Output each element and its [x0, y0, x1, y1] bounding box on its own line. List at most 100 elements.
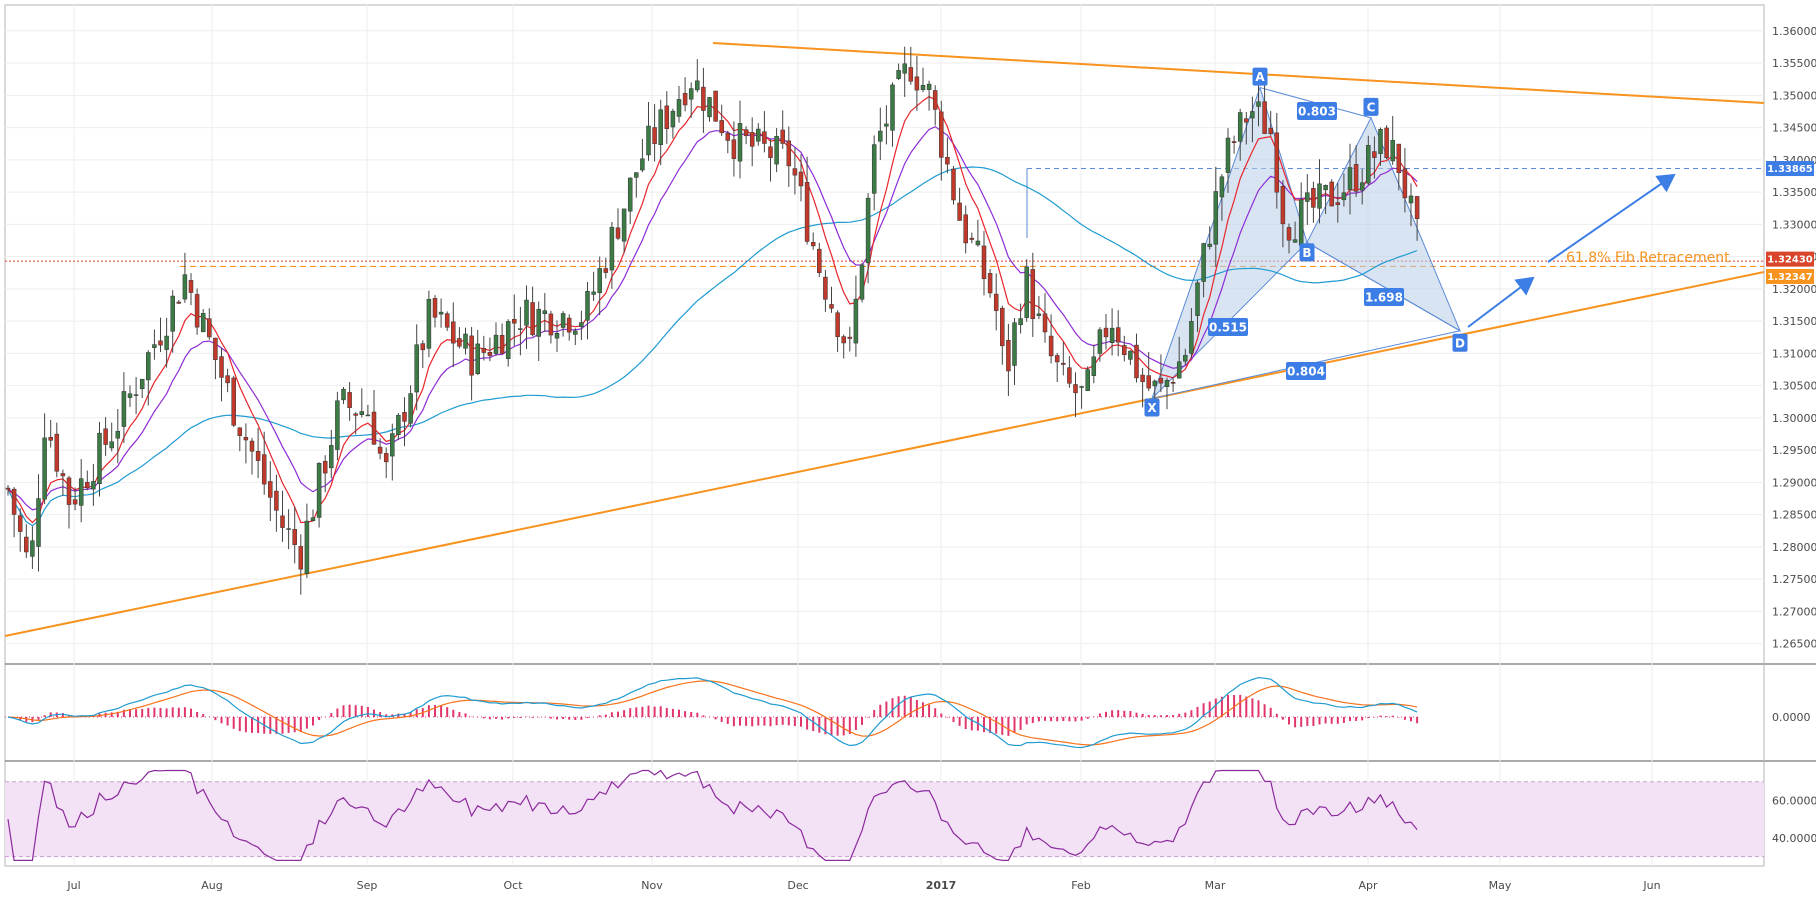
candle-body [713, 90, 718, 122]
candle-body [481, 348, 487, 353]
candle-body [292, 529, 297, 545]
candle-body [1347, 167, 1353, 190]
candle-body [426, 298, 432, 349]
candle-body [566, 317, 572, 333]
candle-body [701, 86, 706, 111]
candle-body [1335, 202, 1341, 205]
candle-body [1408, 195, 1414, 204]
candle-body [1000, 307, 1005, 347]
ratio-xd-bg [1286, 362, 1326, 380]
candle-body [780, 129, 785, 144]
candle-body [1237, 112, 1243, 142]
candle-body [42, 437, 47, 500]
candle-body [146, 352, 151, 381]
candle-body [1012, 322, 1017, 366]
candle-body [1396, 143, 1402, 174]
candle-body [54, 433, 60, 472]
candle-body [1366, 144, 1371, 184]
moving-average-fast [7, 95, 1418, 524]
x-tick-label: May [1489, 879, 1512, 892]
candle-body [176, 301, 182, 304]
y-tick-label: 1.36000 [1772, 25, 1816, 38]
candle-body [5, 487, 11, 490]
candle-body [1311, 188, 1316, 208]
candle-body [975, 240, 981, 246]
candle-body [1134, 344, 1139, 379]
candle-body [487, 352, 493, 356]
candle-body [438, 311, 444, 315]
candle-body [1189, 321, 1194, 354]
candle-body [298, 546, 304, 570]
candle-body [1091, 356, 1097, 376]
candle-body [1292, 239, 1298, 243]
candle-body [1372, 151, 1377, 158]
projection-arrow-1 [1467, 276, 1535, 328]
candle-body [1414, 196, 1420, 219]
candle-body [1042, 313, 1048, 333]
candle-body [243, 437, 249, 441]
candle-body [493, 334, 499, 354]
candle-body [1109, 327, 1115, 343]
candle-body [1219, 176, 1225, 198]
candle-body [597, 268, 602, 294]
harmonic-point-b: B [1302, 246, 1311, 260]
ratio-ac-bg [1297, 102, 1337, 120]
candle-body [341, 388, 346, 401]
macd-tick-label: 0.0000 [1772, 711, 1811, 724]
ratio-bd-bg [1364, 288, 1404, 306]
harmonic-point-x-bg [1144, 398, 1160, 417]
candle-body [1378, 128, 1383, 154]
candle-body [1024, 266, 1029, 318]
candle-body [1207, 243, 1212, 247]
y-tick-label: 1.35500 [1772, 57, 1816, 70]
chart-frame [4, 4, 1765, 867]
candle-body [1353, 164, 1359, 192]
candle-body [1128, 350, 1133, 360]
moving-average-slow [7, 126, 1418, 511]
candle-body [1176, 361, 1182, 379]
candle-body [884, 123, 889, 127]
candle-body [664, 105, 670, 129]
candle-body [261, 454, 267, 485]
triangle-layer [4, 42, 1765, 637]
candle-body [554, 332, 560, 339]
resistance-price-tag: 1.33865 [1767, 164, 1813, 175]
y-tick-label: 1.33500 [1772, 186, 1816, 199]
candle-body [615, 227, 621, 239]
candle-body [1305, 192, 1310, 202]
candle-body [225, 375, 230, 384]
candle-body [1170, 382, 1176, 384]
candle-body [280, 515, 285, 528]
candle-body [1097, 329, 1103, 354]
candle-body [158, 340, 163, 346]
candle-body [817, 248, 822, 274]
candle-body [139, 378, 145, 390]
candle-body [518, 328, 523, 330]
fib-price-tag: 1.32347 [1767, 272, 1813, 283]
candle-body [1146, 375, 1151, 389]
candle-body [255, 451, 261, 461]
candle-body [1018, 318, 1023, 325]
candle-body [579, 322, 584, 328]
candle-body [36, 498, 41, 547]
candle-body [1079, 386, 1084, 388]
candle-body [749, 132, 755, 147]
y-tick-label: 1.33000 [1772, 218, 1816, 231]
candle-body [646, 125, 651, 156]
candle-body [969, 237, 975, 240]
candle-body [841, 336, 846, 344]
projection-arrow-2 [1547, 173, 1676, 263]
candle-body [396, 414, 401, 435]
candle-body [365, 414, 371, 417]
candle-body [170, 295, 175, 332]
candle-body [207, 318, 212, 338]
candle-body [951, 168, 956, 201]
candle-body [798, 171, 804, 187]
candle-body [920, 84, 926, 90]
candle-body [743, 129, 749, 137]
candle-body [1244, 118, 1249, 123]
candle-body [878, 130, 883, 142]
ratio-xb: 0.515 [1209, 321, 1247, 335]
background-layer [4, 4, 1816, 867]
